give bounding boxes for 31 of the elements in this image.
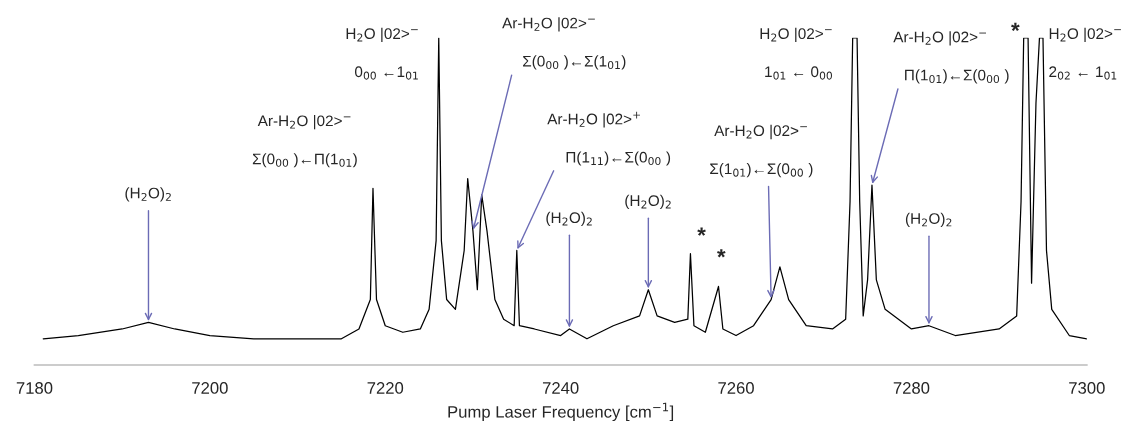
x-tick-label: 7280 xyxy=(893,382,930,394)
annotation: Ar-H$_{2}$O |02>$^{+}$ xyxy=(547,111,640,128)
annotation: (H$_{2}$O)$_{2}$ xyxy=(125,187,171,202)
annotation: Ar-H$_{2}$O |02>$^{−}$ xyxy=(893,31,987,46)
annotation: (H$_{2}$O)$_{2}$ xyxy=(625,194,671,210)
annotation: * xyxy=(697,227,706,236)
x-axis-title: Pump Laser Frequency [cm$^{−1}$] xyxy=(448,402,674,422)
annotation: Σ(0$_{00}$ )←Π(1$_{01}$) xyxy=(252,153,357,168)
x-tick-label: 7180 xyxy=(16,382,53,394)
annotation: (H$_{2}$O)$_{2}$ xyxy=(905,212,952,227)
annotation: * xyxy=(717,249,726,258)
annotation: Π(1$_{01}$)←Σ(0$_{00}$ ) xyxy=(905,69,1009,84)
annotation: Ar-H$_{2}$O |02>$^{−}$ xyxy=(257,115,351,130)
annotation: H$_{2}$O |02>$^{−}$ xyxy=(1049,27,1121,43)
annotation: Σ(0$_{00}$ )←Σ(1$_{01}$) xyxy=(523,55,626,70)
annotation: H$_{2}$O |02>$^{−}$ xyxy=(760,27,832,43)
annotation: * xyxy=(1011,22,1020,32)
annotation: Π(1$_{11}$)←Σ(0$_{00}$ ) xyxy=(566,151,671,166)
annotation: 0$_{00}$ ←1$_{01}$ xyxy=(354,66,418,80)
x-tick-label: 7200 xyxy=(192,382,228,394)
x-tick-label: 7220 xyxy=(367,382,404,394)
annotation: H$_{2}$O |02>$^{−}$ xyxy=(346,27,418,43)
annotation: 2$_{02}$ ← 1$_{01}$ xyxy=(1049,66,1117,80)
annotation: (H$_{2}$O)$_{2}$ xyxy=(546,211,592,227)
x-tick-label: 7240 xyxy=(542,382,579,394)
annotation: Σ(1$_{01}$)←Σ(0$_{00}$ ) xyxy=(710,162,813,178)
annotation: Ar-H$_{2}$O |02>$^{−}$ xyxy=(714,124,807,140)
annotation: 1$_{01}$ ← 0$_{00}$ xyxy=(765,66,832,80)
x-tick-label: 7300 xyxy=(1069,382,1105,394)
x-tick-label: 7260 xyxy=(718,382,754,394)
text: Ar-H$_{2}$O |02>$^{−}$ xyxy=(502,17,595,32)
